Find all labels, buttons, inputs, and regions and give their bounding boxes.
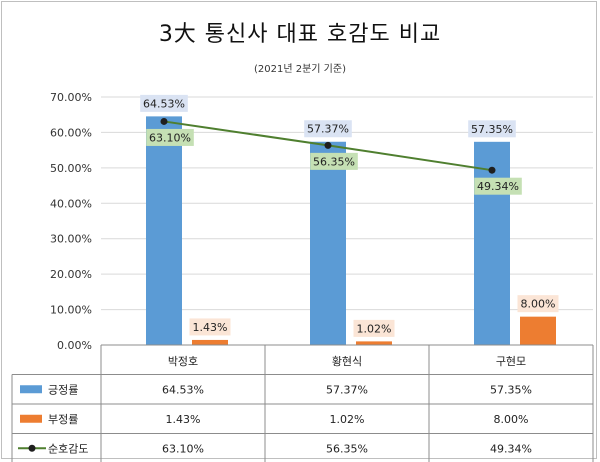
table-cell: 8.00%	[494, 413, 529, 426]
table-cell: 56.35%	[326, 442, 368, 455]
bar-data-label: 1.02%	[357, 322, 392, 335]
legend-key	[20, 414, 42, 423]
bar-data-label-bg	[468, 120, 516, 138]
legend-label: 긍정률	[48, 383, 78, 396]
chart-subtitle: (2021년 2분기 기준)	[254, 64, 346, 75]
table-cell: 49.34%	[490, 442, 532, 455]
bar-data-label: 64.53%	[143, 97, 185, 110]
line-data-label: 63.10%	[149, 131, 191, 144]
y-tick-label: 50.00%	[50, 162, 92, 175]
line-data-label-bg	[310, 152, 358, 170]
bar	[356, 341, 392, 345]
bar-data-label: 57.37%	[307, 123, 349, 136]
line-data-label-bg	[474, 177, 522, 195]
table-cell: 57.37%	[326, 383, 368, 396]
category-label: 황현식	[332, 355, 362, 368]
bar-data-label-bg	[304, 120, 352, 138]
legend-key-marker	[28, 444, 36, 452]
bar	[146, 116, 182, 345]
table-cell: 57.35%	[490, 383, 532, 396]
table-cell: 1.02%	[330, 413, 365, 426]
table-cell: 63.10%	[162, 442, 204, 455]
bar-data-label: 57.35%	[471, 123, 513, 136]
y-tick-label: 20.00%	[50, 268, 92, 281]
y-tick-label: 10.00%	[50, 304, 92, 317]
line-data-label: 49.34%	[477, 180, 519, 193]
chart-title: 3大 통신사 대표 호감도 비교	[158, 22, 442, 47]
line-point	[488, 166, 496, 174]
legend-label: 부정률	[48, 413, 78, 426]
legend-label: 순호감도	[48, 442, 88, 455]
bar-data-label-bg	[189, 318, 231, 336]
bar	[192, 339, 228, 345]
y-tick-label: 40.00%	[50, 197, 92, 210]
legend-key	[20, 385, 42, 394]
bar-data-label: 8.00%	[521, 298, 556, 311]
y-tick-label: 60.00%	[50, 126, 92, 139]
line-point	[324, 141, 332, 149]
category-label: 구현모	[496, 355, 526, 368]
line-point	[160, 117, 168, 125]
line-data-label-bg	[146, 128, 194, 146]
bar-data-label-bg	[140, 94, 188, 112]
y-tick-label: 70.00%	[50, 91, 92, 104]
y-tick-label: 0.00%	[57, 339, 92, 352]
line-data-label: 56.35%	[313, 155, 355, 168]
bar	[520, 316, 556, 345]
y-tick-label: 30.00%	[50, 233, 92, 246]
category-label: 박정호	[168, 355, 198, 368]
bar-data-label-bg	[353, 319, 395, 337]
table-cell: 1.43%	[166, 413, 201, 426]
bar	[310, 141, 346, 345]
table-cell: 64.53%	[162, 383, 204, 396]
bar-data-label: 1.43%	[193, 321, 228, 334]
bar-data-label-bg	[517, 295, 559, 313]
bar	[474, 141, 510, 345]
